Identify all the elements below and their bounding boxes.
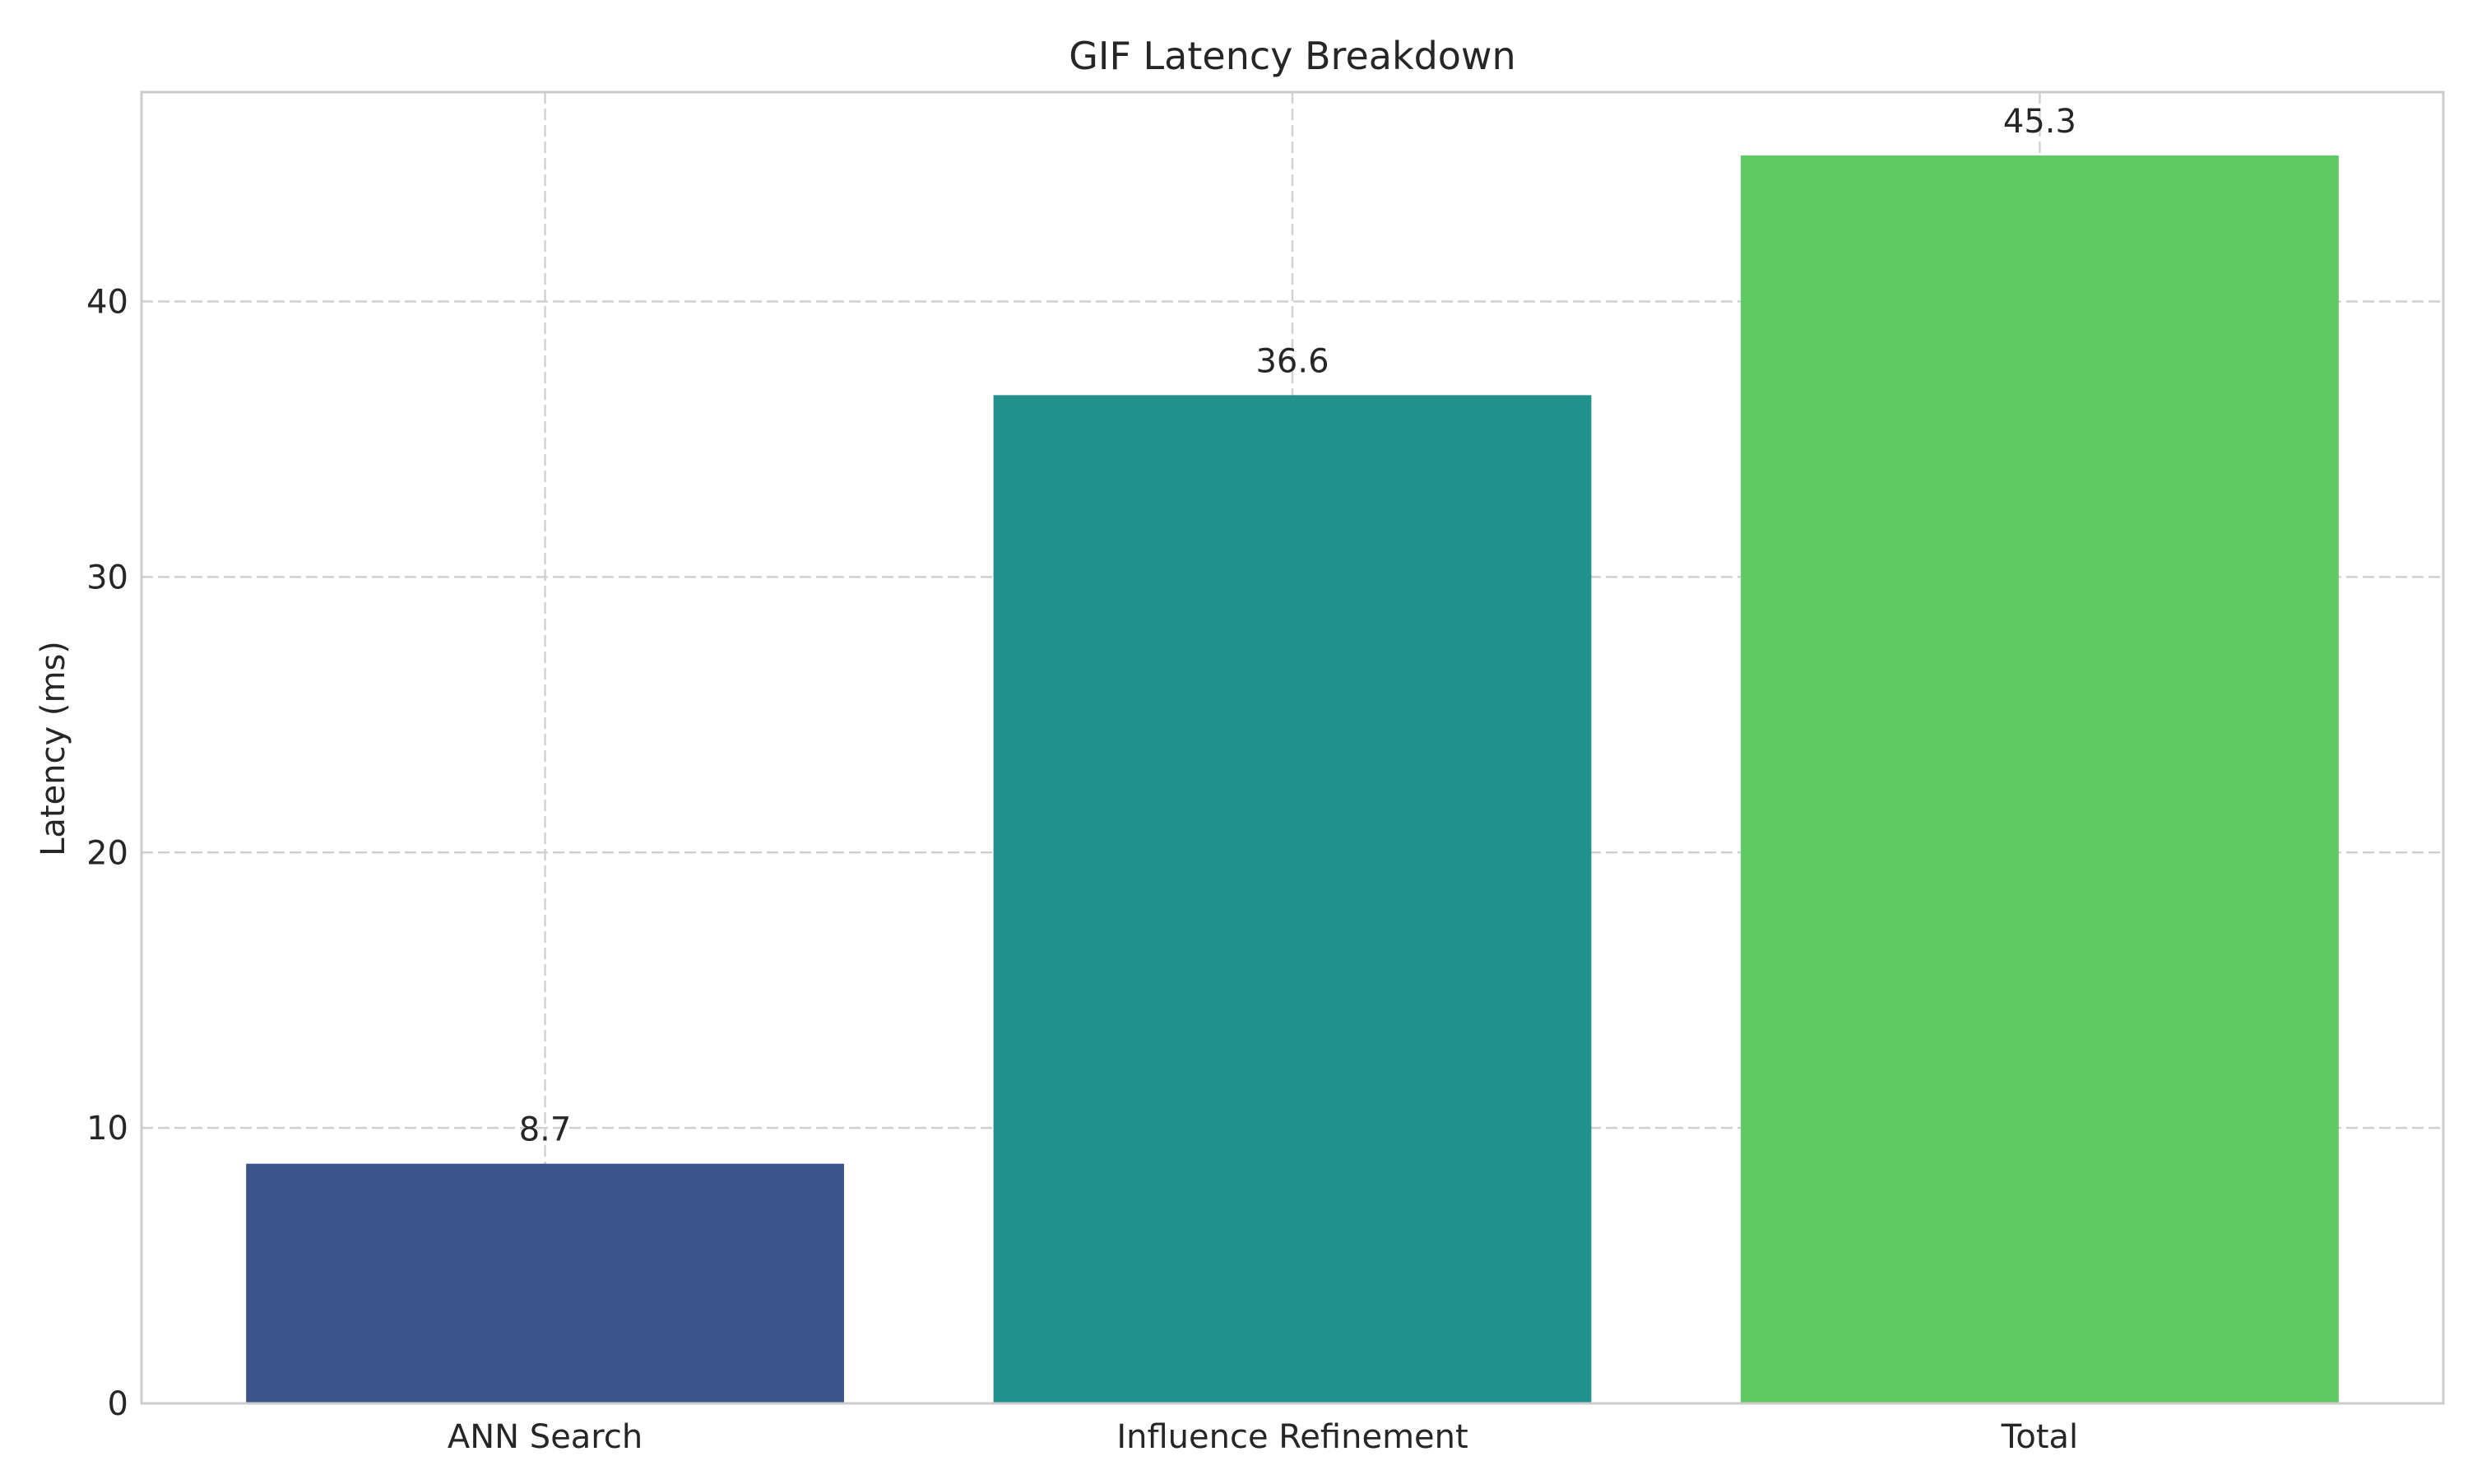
x-tick-label: Total (2001, 1418, 2078, 1456)
x-tick-label: ANN Search (448, 1418, 643, 1456)
bar-value-label: 8.7 (519, 1111, 572, 1149)
y-tick-label: 30 (86, 559, 128, 596)
y-tick-label: 40 (86, 284, 128, 322)
bar (1741, 155, 2339, 1404)
labels: 0 10 20 30 40 8.7 ANN Search 36.6 Influence Refi… (86, 103, 2078, 1456)
y-tick-label: 20 (86, 834, 128, 872)
chart-title: GIF Latency Breakdown (1069, 34, 1515, 78)
bar (993, 395, 1592, 1404)
y-tick-label: 0 (108, 1385, 128, 1423)
y-axis-label: Latency (ms) (35, 641, 72, 856)
x-tick-label: Influence Refinement (1116, 1418, 1468, 1456)
y-tick-label: 10 (86, 1110, 128, 1148)
bar-value-label: 36.6 (1255, 342, 1329, 380)
bars (246, 155, 2339, 1404)
bar (246, 1163, 844, 1403)
bar-value-label: 45.3 (2003, 103, 2076, 141)
plot-frame (140, 90, 2445, 1405)
